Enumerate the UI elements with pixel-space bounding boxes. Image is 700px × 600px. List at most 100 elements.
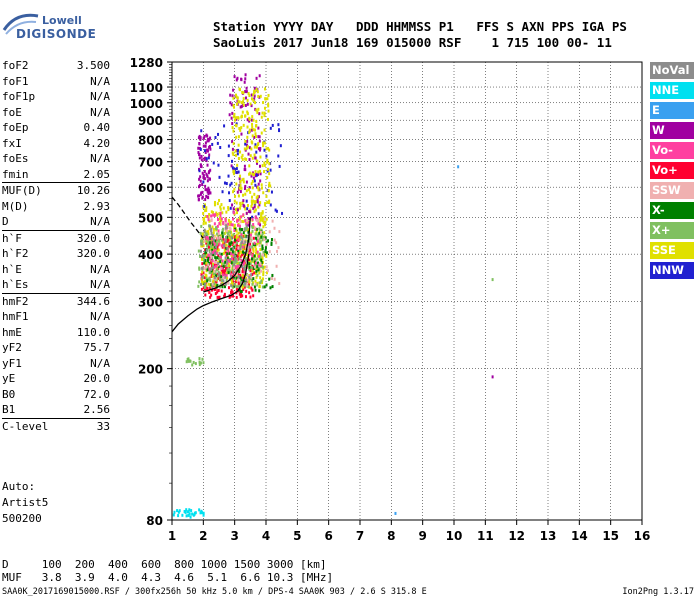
echo-point (228, 113, 231, 117)
echo-point (258, 271, 261, 275)
echo-point (255, 76, 258, 80)
echo-point (210, 252, 213, 256)
echo-point (204, 285, 207, 289)
echo-point (243, 266, 246, 270)
echo-point (204, 209, 207, 213)
echo-point (215, 242, 218, 246)
echo-point (217, 232, 220, 236)
echo-point (258, 252, 261, 256)
echo-point (256, 250, 259, 254)
echo-point (233, 223, 236, 227)
echo-point (263, 235, 266, 239)
echo-point (246, 249, 249, 253)
echo-point (242, 213, 245, 217)
echo-point (226, 276, 229, 280)
echo-point (263, 203, 266, 207)
echo-point (204, 144, 207, 148)
echo-point (205, 255, 208, 259)
echo-point (256, 242, 259, 246)
echo-point (249, 248, 252, 252)
echo-point (234, 254, 237, 258)
echo-point (224, 250, 227, 254)
echo-point (231, 257, 234, 261)
echo-point (188, 512, 191, 516)
echo-point (236, 76, 239, 80)
echo-point (251, 269, 254, 273)
echo-point (244, 264, 247, 268)
echo-point (228, 191, 231, 195)
echo-point (259, 281, 262, 285)
echo-point (246, 207, 249, 211)
echo-point (247, 223, 250, 227)
echo-point (258, 257, 261, 261)
echo-point (249, 269, 252, 273)
echo-point (257, 205, 260, 209)
echo-point (238, 288, 241, 292)
echo-point (213, 265, 216, 269)
param-value: 320.0 (76, 247, 110, 260)
echo-point (246, 235, 249, 239)
echo-point (222, 206, 225, 210)
legend-item-vo-: Vo+ (650, 162, 694, 179)
echo-point (218, 198, 221, 202)
echo-point (206, 258, 209, 262)
param-value: N/A (90, 90, 110, 103)
param-row: B0 72.0 (2, 387, 110, 403)
echo-point (246, 226, 249, 230)
param-value: N/A (90, 278, 110, 291)
echo-point (253, 205, 256, 209)
echo-point (228, 230, 231, 234)
echo-point (265, 265, 268, 269)
echo-point (242, 231, 245, 235)
param-name: hmF2 (2, 294, 29, 308)
echo-point (198, 169, 201, 173)
echo-point (239, 206, 242, 210)
echo-point (201, 282, 204, 286)
echo-point (268, 181, 271, 185)
echo-point (269, 286, 272, 290)
echo-point (257, 94, 260, 98)
echo-point (202, 144, 205, 148)
echo-point (236, 102, 239, 106)
echo-point (239, 273, 242, 277)
echo-point (177, 510, 180, 514)
echo-point (235, 295, 238, 299)
echo-point (265, 242, 268, 246)
echo-point (231, 264, 234, 268)
echo-point (255, 150, 258, 154)
echo-point (210, 210, 213, 214)
echo-point (202, 286, 205, 290)
echo-point (201, 257, 204, 261)
echo-point (258, 112, 261, 116)
echo-point (241, 250, 244, 254)
echo-point (241, 273, 244, 277)
echo-point (235, 243, 238, 247)
echo-point (214, 280, 217, 284)
echo-point (253, 200, 256, 204)
echo-point (233, 235, 236, 239)
echo-point (201, 270, 204, 274)
echo-point (213, 203, 216, 207)
echo-point (253, 241, 256, 245)
y-tick-label: 300 (138, 296, 163, 310)
param-value: 4.20 (83, 136, 111, 150)
echo-point (203, 228, 206, 232)
echo-point (198, 508, 201, 512)
echo-point (252, 98, 255, 102)
echo-point (199, 249, 202, 253)
echo-point (249, 295, 252, 299)
echo-point (226, 252, 229, 256)
echo-point (207, 256, 210, 260)
echo-point (199, 147, 202, 151)
echo-point (238, 127, 241, 131)
x-tick-label: 9 (418, 529, 426, 543)
echo-point (275, 209, 278, 213)
echo-point (257, 188, 260, 192)
echo-point (198, 185, 201, 189)
legend-item-e: E (650, 102, 694, 119)
echo-point (235, 285, 238, 289)
param-name: D (2, 215, 9, 228)
echo-point (250, 97, 253, 101)
echo-point (251, 215, 254, 219)
echo-point (215, 260, 218, 264)
